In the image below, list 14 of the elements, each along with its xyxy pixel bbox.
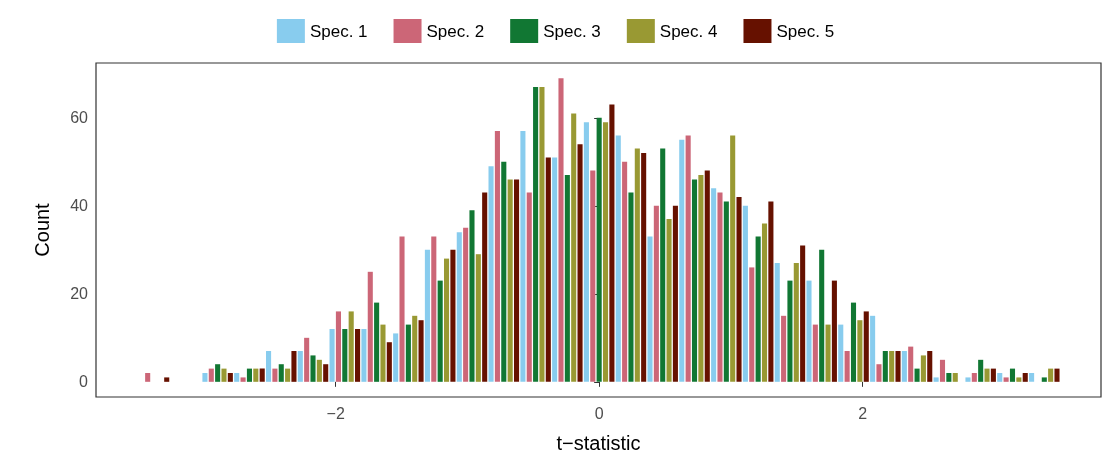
legend-label: Spec. 1: [309, 21, 368, 41]
y-tick-label: 20: [70, 285, 89, 303]
y-tick-label: 40: [70, 197, 89, 215]
x-axis-title: t−statistic: [556, 432, 641, 454]
x-tick-label: 0: [594, 404, 604, 422]
y-axis-title: Count: [31, 202, 53, 257]
x-tick-label: −2: [326, 404, 345, 422]
legend-label: Spec. 3: [543, 21, 601, 41]
legend-label: Spec. 2: [426, 21, 485, 41]
y-tick-label: 0: [79, 373, 89, 391]
legend-label: Spec. 4: [659, 21, 718, 41]
x-tick-label: 2: [858, 404, 868, 422]
legend-label: Spec. 5: [776, 21, 835, 41]
y-tick-label: 60: [70, 109, 89, 127]
